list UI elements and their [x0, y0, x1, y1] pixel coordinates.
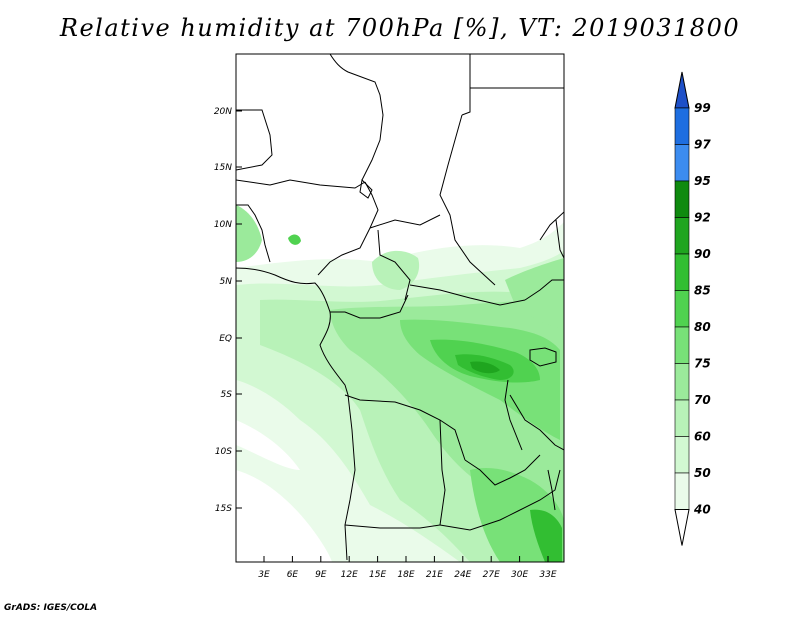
- lon-tick-label: 12E: [341, 570, 358, 580]
- humidity-contour-92: [470, 361, 500, 374]
- colorbar-label: 40: [693, 503, 711, 517]
- border-drc-zambia: [464, 454, 541, 486]
- border-chad-car: [369, 214, 441, 229]
- colorbar-label: 80: [694, 320, 711, 334]
- border-car-drc: [409, 284, 526, 306]
- colorbar-label: 99: [694, 101, 711, 115]
- coastline-east: [555, 219, 564, 259]
- coastline-gulf-guinea: [236, 204, 271, 263]
- lon-tick-label: 9E: [315, 570, 327, 580]
- colorbar-band: [674, 217, 690, 255]
- colorbar-label: 97: [694, 138, 711, 152]
- lake-tanganyika: [504, 379, 523, 451]
- lon-tick-label: 3E: [258, 570, 270, 580]
- lat-tick-label: 5N: [220, 277, 233, 287]
- lat-tick-label: 15N: [214, 163, 232, 173]
- lat-tick-label: 10S: [215, 447, 232, 457]
- colorbar-band: [674, 107, 690, 145]
- colorbar-label: 90: [694, 247, 711, 261]
- colorbar-label: 50: [694, 466, 711, 480]
- lon-tick-label: 18E: [397, 570, 414, 580]
- humidity-contour-nigeria-spot: [288, 234, 301, 245]
- border-tanzania: [509, 394, 564, 451]
- colorbar-label: 75: [694, 357, 711, 371]
- border-mozambique: [519, 469, 561, 511]
- humidity-dry-streak-2: [236, 420, 300, 470]
- colorbar-label: 70: [694, 393, 711, 407]
- border-ethiopia-sudan: [539, 211, 564, 241]
- colorbar-label: 95: [694, 174, 711, 188]
- lat-tick-label: 15S: [215, 504, 232, 514]
- lat-tick-label: 20N: [214, 107, 232, 117]
- humidity-field: [236, 205, 564, 562]
- border-car-cameroon: [377, 229, 411, 301]
- border-libya-egypt: [461, 54, 471, 116]
- colorbar-band: [674, 290, 690, 328]
- colorbar-top-arrow: [674, 71, 690, 109]
- border-zambia-zimbabwe: [439, 509, 521, 531]
- humidity-contour-west-strip: [236, 205, 262, 262]
- lat-tick-label: 5S: [221, 390, 233, 400]
- colorbar-label: 60: [694, 430, 711, 444]
- lon-tick-label: 24E: [454, 570, 471, 580]
- colorbar-band: [674, 472, 690, 510]
- humidity-contour-cameroon: [372, 250, 420, 290]
- map-title: Relative humidity at 700hPa [%], VT: 201…: [59, 14, 741, 42]
- country-borders: [236, 54, 564, 561]
- grads-credit: GrADS: IGES/COLA: [4, 603, 98, 613]
- colorbar-band: [674, 253, 690, 291]
- colorbar-band: [674, 180, 690, 218]
- border-drc-angola: [344, 394, 466, 461]
- coastline-west-africa: [236, 267, 356, 561]
- colorbar-band: [674, 144, 690, 182]
- colorbar-label: 85: [694, 284, 711, 298]
- lon-tick-label: 30E: [511, 570, 528, 580]
- colorbar-band: [674, 436, 690, 474]
- border-libya-niger: [236, 54, 384, 181]
- lake-victoria: [529, 347, 557, 367]
- colorbar-label: 92: [694, 211, 711, 225]
- humidity-contour-southeast-core: [530, 509, 562, 562]
- colorbar: 99 97 95 92 90 85 80 75 70 60 50 40: [674, 71, 711, 546]
- lake-chad: [359, 178, 373, 199]
- border-niger-nigeria: [236, 179, 366, 189]
- border-niger-mali: [236, 109, 273, 171]
- lon-tick-label: 27E: [483, 570, 500, 580]
- lon-tick-label: 21E: [426, 570, 443, 580]
- colorbar-band: [674, 399, 690, 437]
- lon-tick-label: 33E: [539, 570, 556, 580]
- colorbar-bottom-arrow: [674, 509, 690, 546]
- colorbar-band: [674, 326, 690, 364]
- border-east-africa: [524, 279, 564, 301]
- border-nigeria-cameroon: [317, 181, 379, 276]
- lat-tick-label: EQ: [219, 334, 232, 344]
- lon-tick-label: 6E: [287, 570, 299, 580]
- lat-tick-label: 10N: [214, 220, 232, 230]
- lake-malawi: [547, 469, 556, 511]
- border-congo-gabon: [330, 294, 409, 319]
- border-angola-zambia: [439, 419, 446, 526]
- colorbar-band: [674, 363, 690, 401]
- humidity-dry-streak: [236, 470, 332, 562]
- border-angola-namibia: [344, 524, 441, 529]
- lon-tick-label: 15E: [369, 570, 386, 580]
- border-chad-sudan: [439, 114, 496, 286]
- map-frame: 20N 15N 10N 5N EQ 5S 10S 15S 3E 6E 9E 12E 15E 18E 21E…: [214, 53, 565, 580]
